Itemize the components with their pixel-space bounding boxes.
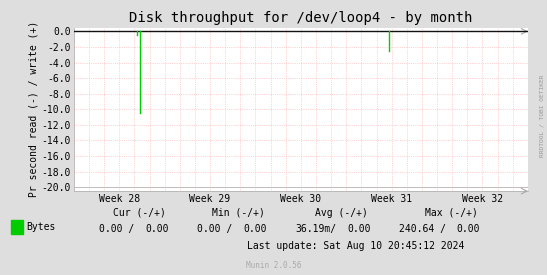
Text: Min (-/+): Min (-/+) [212, 208, 264, 218]
Y-axis label: Pr second read (-) / write (+): Pr second read (-) / write (+) [29, 21, 39, 197]
Text: 0.00: 0.00 [347, 224, 371, 234]
Text: Bytes: Bytes [26, 222, 56, 232]
Text: 240.64 /: 240.64 / [399, 224, 446, 234]
Title: Disk throughput for /dev/loop4 - by month: Disk throughput for /dev/loop4 - by mont… [129, 11, 473, 25]
Text: 0.00: 0.00 [145, 224, 168, 234]
Text: Last update: Sat Aug 10 20:45:12 2024: Last update: Sat Aug 10 20:45:12 2024 [247, 241, 464, 251]
Text: 0.00 /: 0.00 / [197, 224, 232, 234]
Text: Avg (-/+): Avg (-/+) [316, 208, 368, 218]
Text: Max (-/+): Max (-/+) [425, 208, 478, 218]
Text: Munin 2.0.56: Munin 2.0.56 [246, 261, 301, 270]
Text: Cur (-/+): Cur (-/+) [113, 208, 166, 218]
Text: RRDTOOL / TOBI OETIKER: RRDTOOL / TOBI OETIKER [539, 74, 544, 157]
Text: 0.00 /: 0.00 / [99, 224, 134, 234]
Text: 0.00: 0.00 [457, 224, 480, 234]
Text: 36.19m/: 36.19m/ [295, 224, 336, 234]
Text: 0.00: 0.00 [243, 224, 267, 234]
